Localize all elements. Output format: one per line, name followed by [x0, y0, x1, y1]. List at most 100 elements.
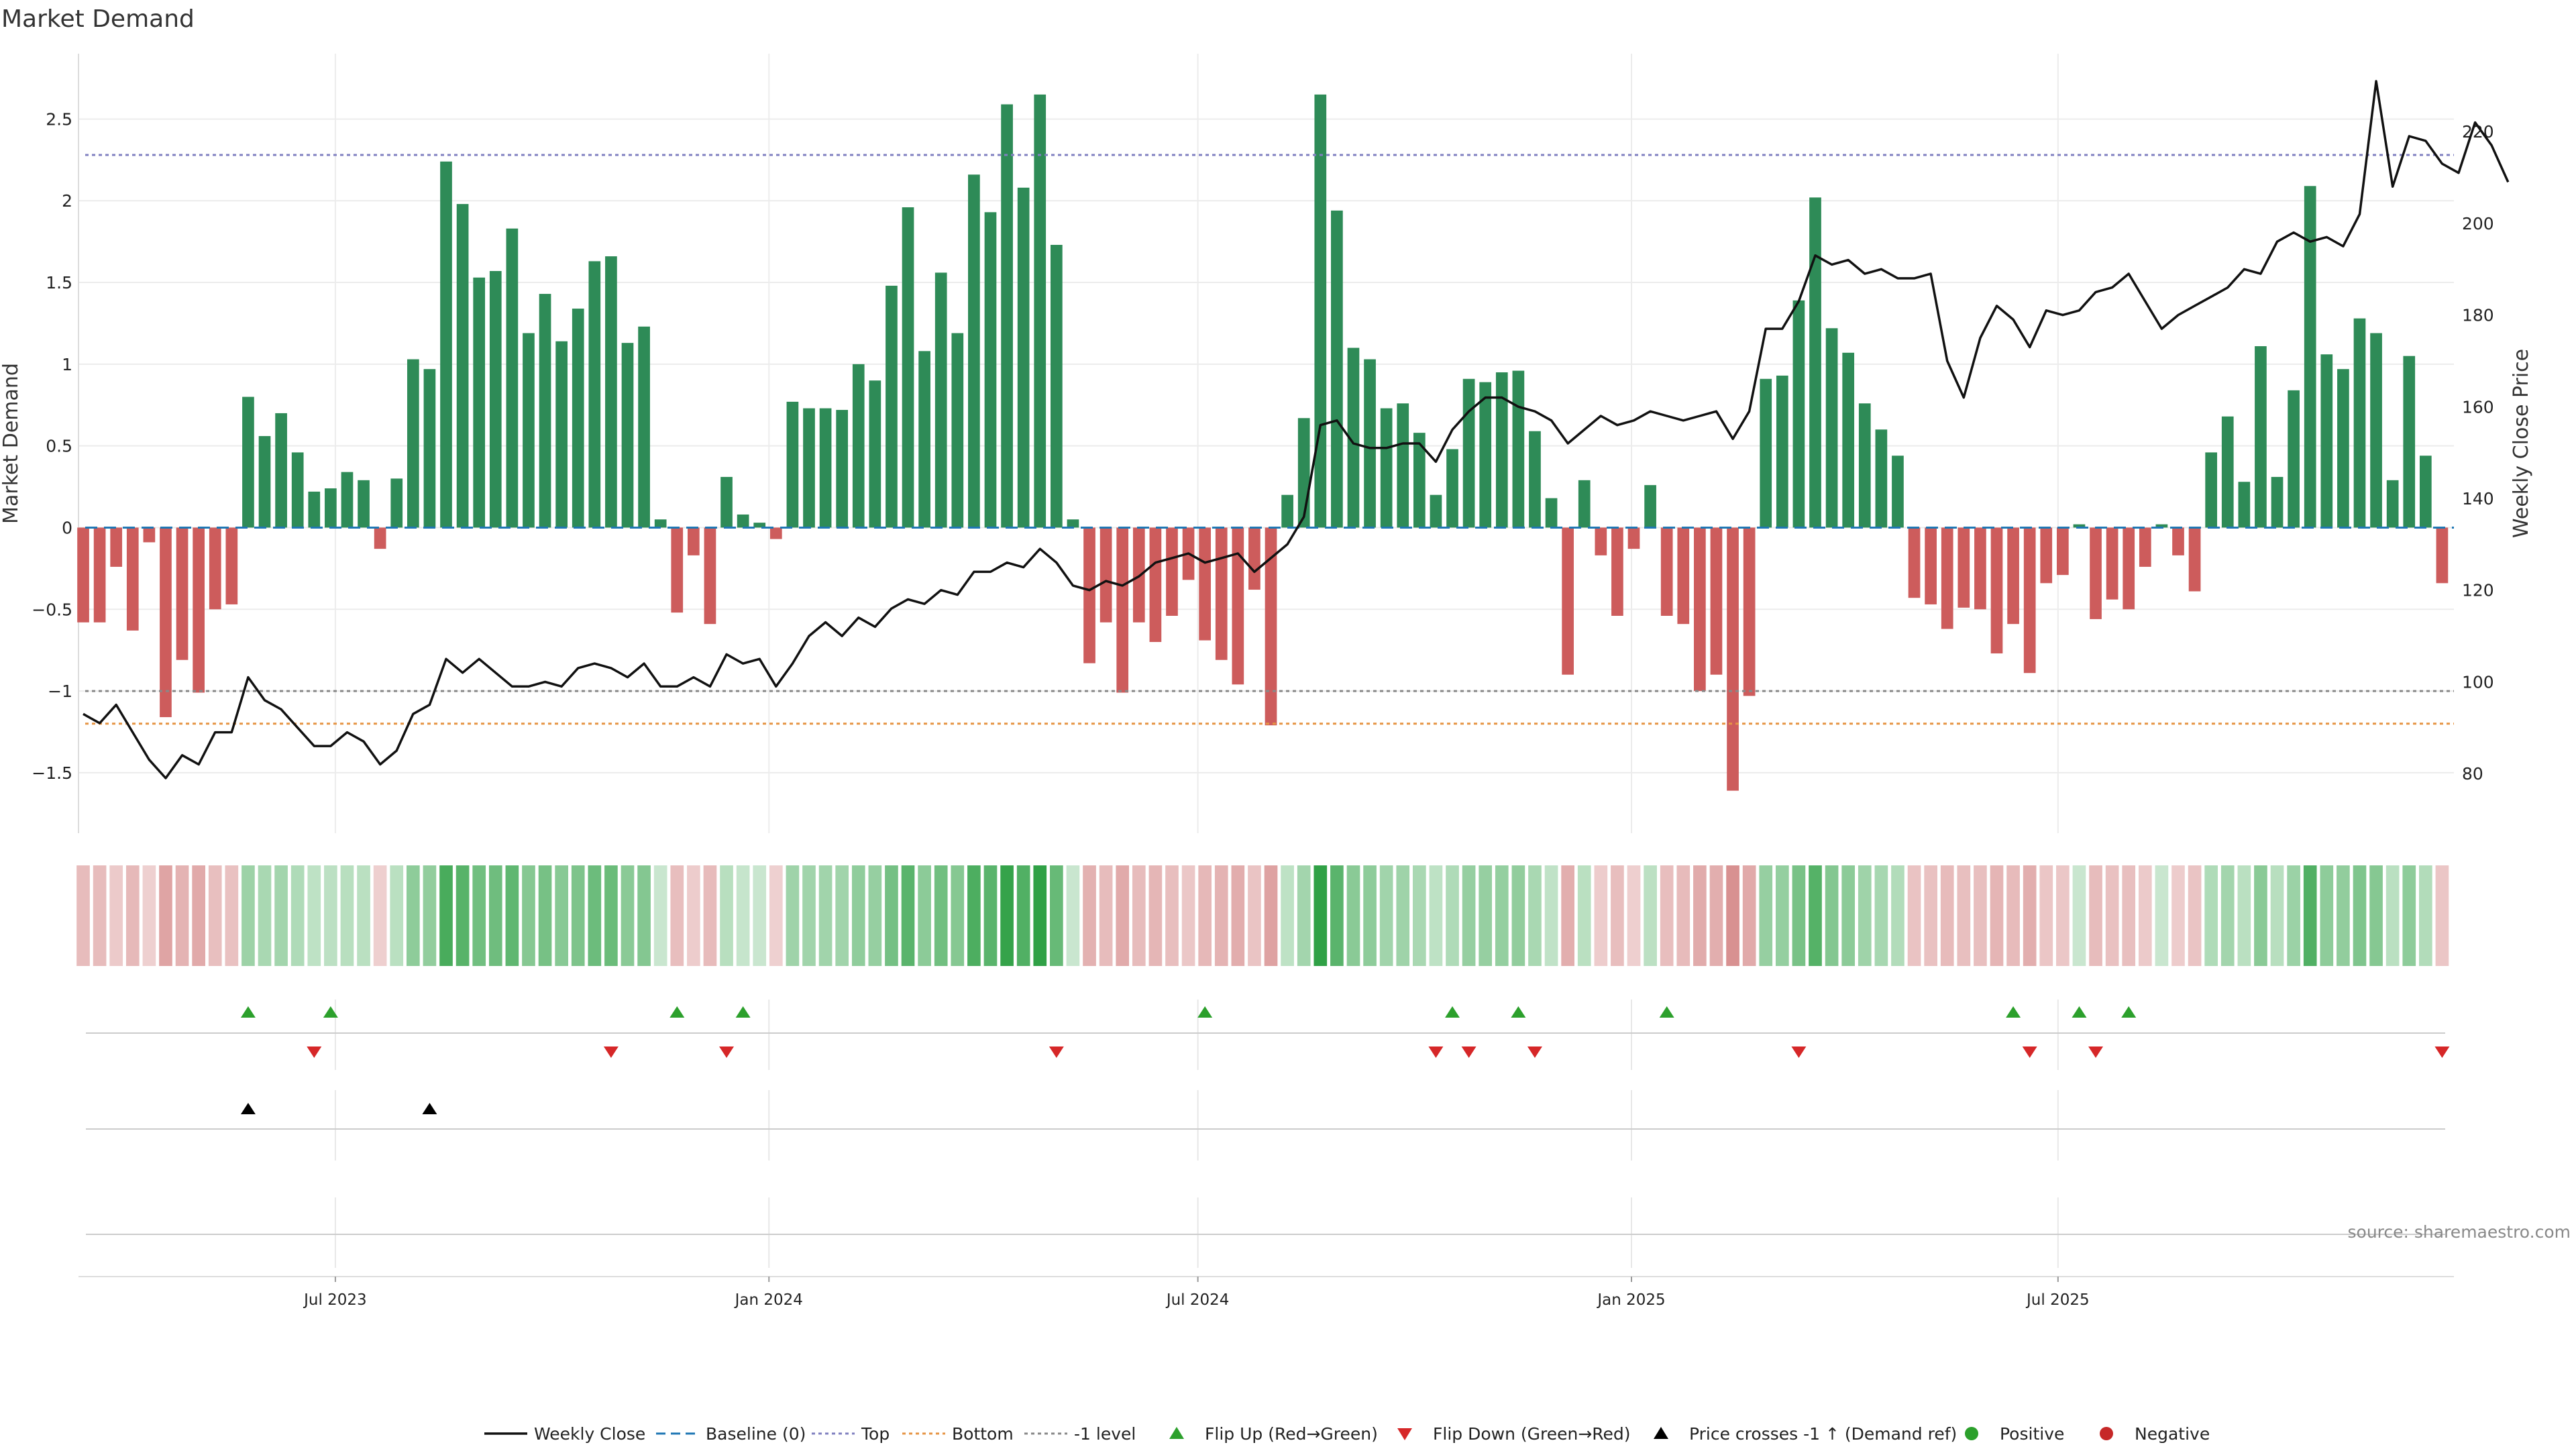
heat-cell — [390, 865, 404, 966]
demand-bar — [1694, 527, 1706, 692]
demand-bar — [77, 527, 89, 623]
demand-bar — [325, 488, 337, 528]
demand-bar — [572, 309, 584, 528]
heat-cell — [1577, 865, 1591, 966]
heat-cell — [1016, 865, 1030, 966]
demand-bar — [1545, 498, 1558, 528]
heat-cell — [522, 865, 535, 966]
demand-bar — [2007, 527, 2019, 625]
heat-cell — [1924, 865, 1937, 966]
heat-cell — [159, 865, 172, 966]
demand-bar — [456, 204, 469, 528]
demand-bar — [1446, 449, 1458, 528]
demand-bar — [704, 527, 716, 625]
legend-swatch — [1169, 1427, 1184, 1439]
demand-bar — [786, 401, 799, 528]
demand-bar — [1611, 527, 1623, 616]
flip-up-marker — [2006, 1006, 2021, 1018]
demand-bar — [2403, 356, 2416, 528]
cross-up-marker — [240, 1103, 256, 1114]
demand-bar — [2155, 524, 2168, 528]
demand-bar — [688, 527, 700, 555]
demand-bar — [1710, 527, 1723, 675]
heat-cell — [1528, 865, 1542, 966]
demand-bar — [1743, 527, 1756, 696]
heat-cell — [2419, 865, 2432, 966]
y-tick-label: 1 — [62, 355, 72, 374]
demand-bar — [523, 333, 535, 528]
y2-tick-label: 180 — [2462, 306, 2494, 325]
demand-bar — [143, 527, 156, 543]
heat-cell — [2435, 865, 2449, 966]
heat-cell — [324, 865, 337, 966]
heat-cell — [983, 865, 998, 966]
heat-cell — [604, 865, 618, 966]
y2-tick-label: 100 — [2462, 672, 2494, 692]
heat-cell — [2023, 865, 2037, 966]
demand-bar — [1215, 527, 1228, 660]
heat-cell — [1511, 865, 1525, 966]
heat-cell — [1363, 865, 1377, 966]
heat-cell — [192, 865, 205, 966]
y-tick-label: 0 — [62, 518, 72, 537]
demand-bar — [2320, 354, 2333, 528]
demand-bar — [126, 527, 139, 631]
flip-down-marker — [1527, 1046, 1542, 1058]
heat-cell — [2039, 865, 2053, 966]
demand-bar — [2090, 527, 2102, 619]
demand-bar — [934, 272, 947, 528]
demand-bar — [407, 359, 419, 528]
y-tick-label: −1.5 — [32, 763, 72, 783]
chart-title: Market Demand — [1, 5, 195, 33]
demand-bar — [803, 408, 815, 528]
heat-cell — [357, 865, 370, 966]
demand-bar — [374, 527, 386, 549]
demand-bar — [93, 527, 106, 623]
heat-cell — [2270, 865, 2284, 966]
demand-bar — [1792, 300, 1805, 528]
y-axis-title: Market Demand — [0, 363, 23, 524]
demand-bar — [2370, 333, 2382, 528]
legend-item: Baseline (0) — [656, 1424, 806, 1444]
demand-bar — [2386, 480, 2399, 528]
weekly-close-line — [83, 80, 2510, 780]
heat-cell — [1940, 865, 1954, 966]
heat-cell — [488, 865, 502, 966]
heat-cell — [1198, 865, 1212, 966]
legend-label: Negative — [2135, 1424, 2210, 1444]
demand-bar — [1281, 494, 1293, 528]
heat-cell — [208, 865, 222, 966]
demand-bar — [1248, 527, 1260, 590]
heat-cell — [1561, 865, 1574, 966]
heat-cell — [967, 865, 981, 966]
demand-bar — [1462, 378, 1475, 528]
demand-bar — [2023, 527, 2036, 674]
flip-down-marker — [603, 1046, 619, 1058]
demand-bar — [1892, 455, 1904, 528]
demand-bar — [1974, 527, 1986, 610]
demand-bar — [769, 527, 782, 539]
demand-bar — [1232, 527, 1244, 685]
demand-bar — [2271, 476, 2284, 528]
demand-bar — [2073, 524, 2086, 528]
legend-item: -1 level — [1024, 1424, 1136, 1444]
demand-bar — [2337, 369, 2349, 528]
heat-cell — [653, 865, 667, 966]
demand-bar — [160, 527, 172, 718]
heat-cell — [1281, 865, 1294, 966]
heat-cell — [2320, 865, 2334, 966]
heat-cell — [835, 865, 849, 966]
demand-bar — [2288, 390, 2300, 528]
demand-bar — [423, 369, 436, 528]
date-axis: Jul 2023 Jan 2024 Jul 2024 Jan 2025 Jul 2025 — [78, 1276, 2454, 1309]
legend-item: Bottom — [902, 1424, 1014, 1444]
heat-cell — [109, 865, 123, 966]
heat-cell — [472, 865, 486, 966]
demand-bar — [1925, 527, 1937, 604]
heat-cell — [1495, 865, 1509, 966]
flip-down-marker — [719, 1046, 735, 1058]
heat-cell — [439, 865, 453, 966]
y2-axis-title: Weekly Close Price — [2510, 349, 2533, 538]
heat-cell — [2122, 865, 2136, 966]
demand-bar — [1166, 527, 1178, 616]
